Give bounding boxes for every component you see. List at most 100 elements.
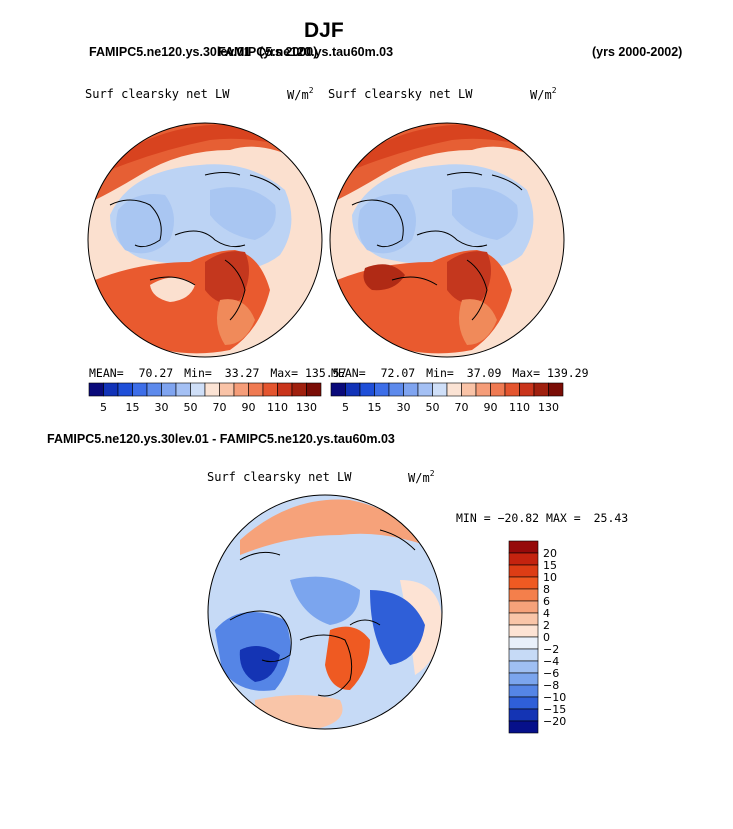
page-title: DJF xyxy=(304,19,344,42)
panel2-colorbar-box xyxy=(461,382,477,397)
panel2-colorbar-box xyxy=(504,382,520,397)
case-label-b: FAMIPC5.ne120.ys.tau60m.03 xyxy=(218,45,394,59)
panel3-colorbar-box xyxy=(508,684,539,698)
panel2-pacific-deep xyxy=(352,124,542,170)
panel1-colorbar-box xyxy=(88,382,104,397)
panel1-pacific-deep xyxy=(110,124,300,170)
panel1-units-sup: 2 xyxy=(308,86,314,95)
panel3-colorbar-box xyxy=(508,612,539,626)
panel3-minmax: MIN = −20.82 MAX = 25.43 xyxy=(456,511,628,525)
panel1-border xyxy=(87,122,323,358)
panel3-colorbar-tick-label: 20 xyxy=(543,547,557,560)
panel2-colorbar-box xyxy=(388,382,404,397)
panel3-colorbar-tick-label: 10 xyxy=(543,571,557,584)
panel2-colorbar-box xyxy=(490,382,506,397)
panel3-colorbar-box xyxy=(508,708,539,722)
panel2-colorbar-box xyxy=(359,382,375,397)
panel3-coastline xyxy=(229,529,416,697)
panel3-colorbar-tick-label: 4 xyxy=(543,607,550,620)
panel2-coastline xyxy=(351,172,523,321)
panel1-colorbar-tick-label: 30 xyxy=(155,401,169,414)
panel3-colorbar-tick-label: −8 xyxy=(543,679,559,692)
panel1-stats: MEAN= 70.27 Min= 33.27 Max= 135.57 xyxy=(89,366,347,380)
panel1-mean-label: MEAN= xyxy=(89,366,124,380)
panel3-north-warm xyxy=(240,499,425,555)
panel1-colorbar-box xyxy=(117,382,133,397)
panel3-colorbar-box xyxy=(508,672,539,686)
panel3-colorbar-box xyxy=(508,720,539,734)
panel1-colorbar-box xyxy=(161,382,177,397)
panel3-colorbar-tick-label: −10 xyxy=(543,691,566,704)
panel2-colorbar-tick-label: 5 xyxy=(342,401,349,414)
panel3-norway-warm xyxy=(325,626,370,690)
panel1-units-text: W/m xyxy=(287,88,309,102)
panel2-colorbar-box xyxy=(330,382,346,397)
panel3-colorbar-tick-label: 15 xyxy=(543,559,557,572)
panel3-west-deep xyxy=(239,646,280,682)
panel2-colorbar-tick-label: 50 xyxy=(426,401,440,414)
panel1-colorbar-box xyxy=(277,382,293,397)
panel2-norwegian-deep xyxy=(447,251,491,304)
panel3-units-text: W/m xyxy=(408,471,430,485)
panel1-colorbar-tick-label: 90 xyxy=(242,401,256,414)
panel3-colorbar-box xyxy=(508,576,539,590)
panel2-colorbar-box xyxy=(548,382,564,397)
panel3-colorbar-box xyxy=(508,588,539,602)
panel1-units: W/m2 xyxy=(287,86,314,102)
panel3-title: Surf clearsky net LW xyxy=(207,470,352,484)
panel2-title: Surf clearsky net LW xyxy=(328,87,473,101)
panel3-units-sup: 2 xyxy=(429,469,435,478)
panel2-greenland-deep xyxy=(363,264,405,291)
panel3-colorbar-tick-label: 6 xyxy=(543,595,550,608)
panel3-colorbar-box xyxy=(508,660,539,674)
panel1-colorbar-box xyxy=(146,382,162,397)
diff-title: FAMIPC5.ne120.ys.30lev.01 - FAMIPC5.ne12… xyxy=(47,432,395,446)
panel3-map xyxy=(207,494,443,730)
panel2-units-text: W/m xyxy=(530,88,552,102)
panel1-max-value: 135.57 xyxy=(304,366,347,380)
panel2-colorbar-box xyxy=(446,382,462,397)
panel1-colorbar-tick-label: 15 xyxy=(126,401,140,414)
panel1-colorbar-box xyxy=(103,382,119,397)
panel2-colorbar-box xyxy=(345,382,361,397)
panel3-colorbar-tick-label: −4 xyxy=(543,655,559,668)
panel1-colorbar-box xyxy=(248,382,264,397)
panel1-colorbar-box xyxy=(175,382,191,397)
case-years-overlap: (yrs 2000) xyxy=(259,45,318,59)
panel3-colorbar-box xyxy=(508,696,539,710)
panel1-land-cool xyxy=(150,277,195,302)
panel3-south-warm xyxy=(255,695,343,728)
panel1-colorbar-box xyxy=(306,382,322,397)
panel2-colorbar-tick-label: 30 xyxy=(397,401,411,414)
panel3-colorbar-box xyxy=(508,564,539,578)
panel3-colorbar-box xyxy=(508,636,539,650)
panel3-central-blue xyxy=(290,576,360,625)
panel1-colorbar-tick-label: 110 xyxy=(267,401,288,414)
panel3-min-label: MIN = xyxy=(456,511,491,525)
panel1-colorbar-box xyxy=(204,382,220,397)
panel2-map xyxy=(329,122,565,358)
panel1-colorbar-tick-label: 5 xyxy=(100,401,107,414)
panel2-colorbar-tick-label: 15 xyxy=(368,401,382,414)
panel3-min-value: −20.82 xyxy=(497,511,540,525)
panel3-max-label: MAX = xyxy=(546,511,581,525)
panel1-colorbar-tick-label: 50 xyxy=(184,401,198,414)
panel2-colorbar-tick-label: 90 xyxy=(484,401,498,414)
panel2-border xyxy=(329,122,565,358)
panel3-colorbar-tick-label: 0 xyxy=(543,631,550,644)
panel1-max-label: Max= xyxy=(270,366,299,380)
panel1-mean-value: 70.27 xyxy=(138,366,174,380)
panel2-colorbar-tick-label: 70 xyxy=(455,401,469,414)
panel3-max-value: 25.43 xyxy=(593,511,629,525)
panel3-colorbar-tick-label: −20 xyxy=(543,715,566,728)
panel1-colorbar-box xyxy=(262,382,278,397)
panel3-colorbar-tick-label: 8 xyxy=(543,583,550,596)
panel3-colorbar-box xyxy=(508,600,539,614)
panel2-mean-value: 72.07 xyxy=(380,366,416,380)
panel2-europe-warm xyxy=(458,299,497,345)
panel2-max-label: Max= xyxy=(512,366,541,380)
panel1-coastline xyxy=(109,172,281,321)
panel3-colorbar-tick-label: −15 xyxy=(543,703,566,716)
